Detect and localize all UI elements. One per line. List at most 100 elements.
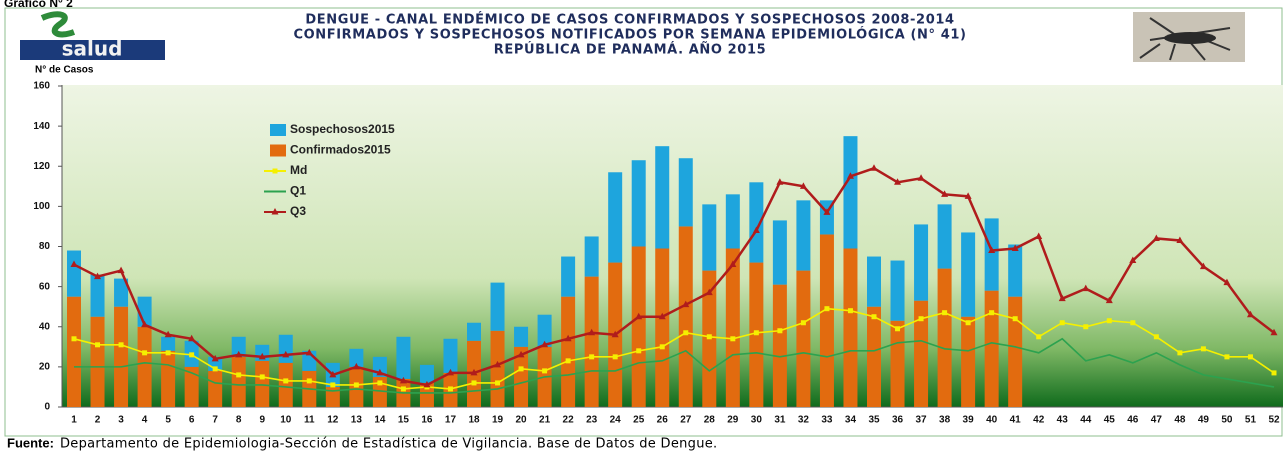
x-tick-label: 7 — [212, 415, 218, 426]
y-tick-label: 80 — [39, 241, 51, 252]
bar — [1008, 297, 1022, 407]
marker — [377, 380, 382, 385]
bar — [67, 251, 81, 297]
x-tick-label: 14 — [374, 415, 386, 426]
bar — [867, 307, 881, 407]
y-axis-label: N° de Casos — [35, 65, 94, 76]
bar — [514, 327, 528, 347]
legend-swatch — [270, 145, 286, 157]
bar — [1008, 244, 1022, 296]
bar — [491, 283, 505, 331]
bar — [985, 218, 999, 290]
footer-label: Fuente: — [7, 435, 54, 450]
x-tick-label: 15 — [398, 415, 410, 426]
x-tick-label: 39 — [963, 415, 975, 426]
x-tick-label: 33 — [821, 415, 833, 426]
legend-swatch — [270, 124, 286, 136]
bar — [208, 371, 222, 407]
marker — [260, 374, 265, 379]
x-tick-label: 13 — [351, 415, 363, 426]
bar — [491, 331, 505, 407]
marker — [942, 310, 947, 315]
x-tick-label: 34 — [845, 415, 857, 426]
bar — [161, 351, 175, 407]
bar — [773, 220, 787, 284]
marker — [189, 352, 194, 357]
marker — [307, 378, 312, 383]
bar — [467, 323, 481, 341]
bar — [726, 194, 740, 248]
bar — [114, 307, 128, 407]
x-tick-label: 31 — [774, 415, 786, 426]
marker — [919, 316, 924, 321]
marker — [989, 310, 994, 315]
legend-label: Confirmados2015 — [290, 143, 391, 157]
y-tick-label: 0 — [44, 402, 50, 413]
bar — [585, 277, 599, 407]
marker — [401, 386, 406, 391]
marker — [824, 306, 829, 311]
marker — [542, 368, 547, 373]
y-tick-label: 40 — [39, 321, 51, 332]
marker — [1083, 324, 1088, 329]
x-tick-label: 26 — [657, 415, 669, 426]
marker — [1224, 354, 1229, 359]
x-tick-label: 35 — [868, 415, 880, 426]
x-tick-label: 30 — [751, 415, 763, 426]
marker — [777, 328, 782, 333]
x-tick-label: 36 — [892, 415, 904, 426]
marker — [1060, 320, 1065, 325]
x-tick-label: 47 — [1151, 415, 1163, 426]
y-tick-label: 20 — [39, 362, 51, 373]
y-tick-label: 140 — [33, 121, 50, 132]
marker — [730, 336, 735, 341]
page: Gráfico N° 2 salud DENGUE - CANAL ENDÉMI… — [0, 0, 1287, 454]
bar — [843, 249, 857, 407]
x-tick-label: 38 — [939, 415, 951, 426]
x-tick-label: 1 — [71, 415, 77, 426]
x-tick-label: 41 — [1010, 415, 1022, 426]
bar — [279, 363, 293, 407]
marker — [448, 386, 453, 391]
x-tick-label: 6 — [189, 415, 195, 426]
bar — [796, 200, 810, 270]
y-tick-label: 160 — [33, 81, 50, 92]
x-tick-label: 11 — [304, 415, 315, 426]
image-body — [1164, 32, 1216, 44]
bar — [561, 297, 575, 407]
bar — [655, 249, 669, 407]
x-tick-label: 10 — [280, 415, 292, 426]
x-tick-label: 8 — [236, 415, 242, 426]
legend-marker — [273, 169, 278, 174]
legend-label: Q3 — [290, 204, 306, 218]
marker — [566, 358, 571, 363]
x-tick-label: 50 — [1221, 415, 1233, 426]
x-tick-label: 29 — [727, 415, 739, 426]
legend-label: Sospechosos2015 — [290, 122, 395, 136]
bar — [867, 257, 881, 307]
marker — [1154, 334, 1159, 339]
marker — [1201, 346, 1206, 351]
bar — [91, 275, 105, 317]
title-line: CONFIRMADOS Y SOSPECHOSOS NOTIFICADOS PO… — [293, 27, 966, 43]
bar — [702, 204, 716, 270]
bar — [655, 146, 669, 248]
x-tick-label: 21 — [539, 415, 551, 426]
x-tick-label: 49 — [1198, 415, 1210, 426]
marker — [95, 342, 100, 347]
bar — [138, 327, 152, 407]
marker — [1248, 354, 1253, 359]
marker — [613, 354, 618, 359]
x-tick-label: 16 — [421, 415, 433, 426]
title-line: DENGUE - CANAL ENDÉMICO DE CASOS CONFIRM… — [305, 12, 954, 28]
bar — [891, 321, 905, 407]
bar — [938, 269, 952, 407]
marker — [872, 314, 877, 319]
x-tick-label: 28 — [704, 415, 716, 426]
footer-text: Departamento de Epidemiologia-Sección de… — [60, 437, 717, 452]
bar — [232, 357, 246, 407]
marker — [683, 330, 688, 335]
marker — [166, 350, 171, 355]
x-tick-label: 40 — [986, 415, 998, 426]
bar — [961, 232, 975, 316]
